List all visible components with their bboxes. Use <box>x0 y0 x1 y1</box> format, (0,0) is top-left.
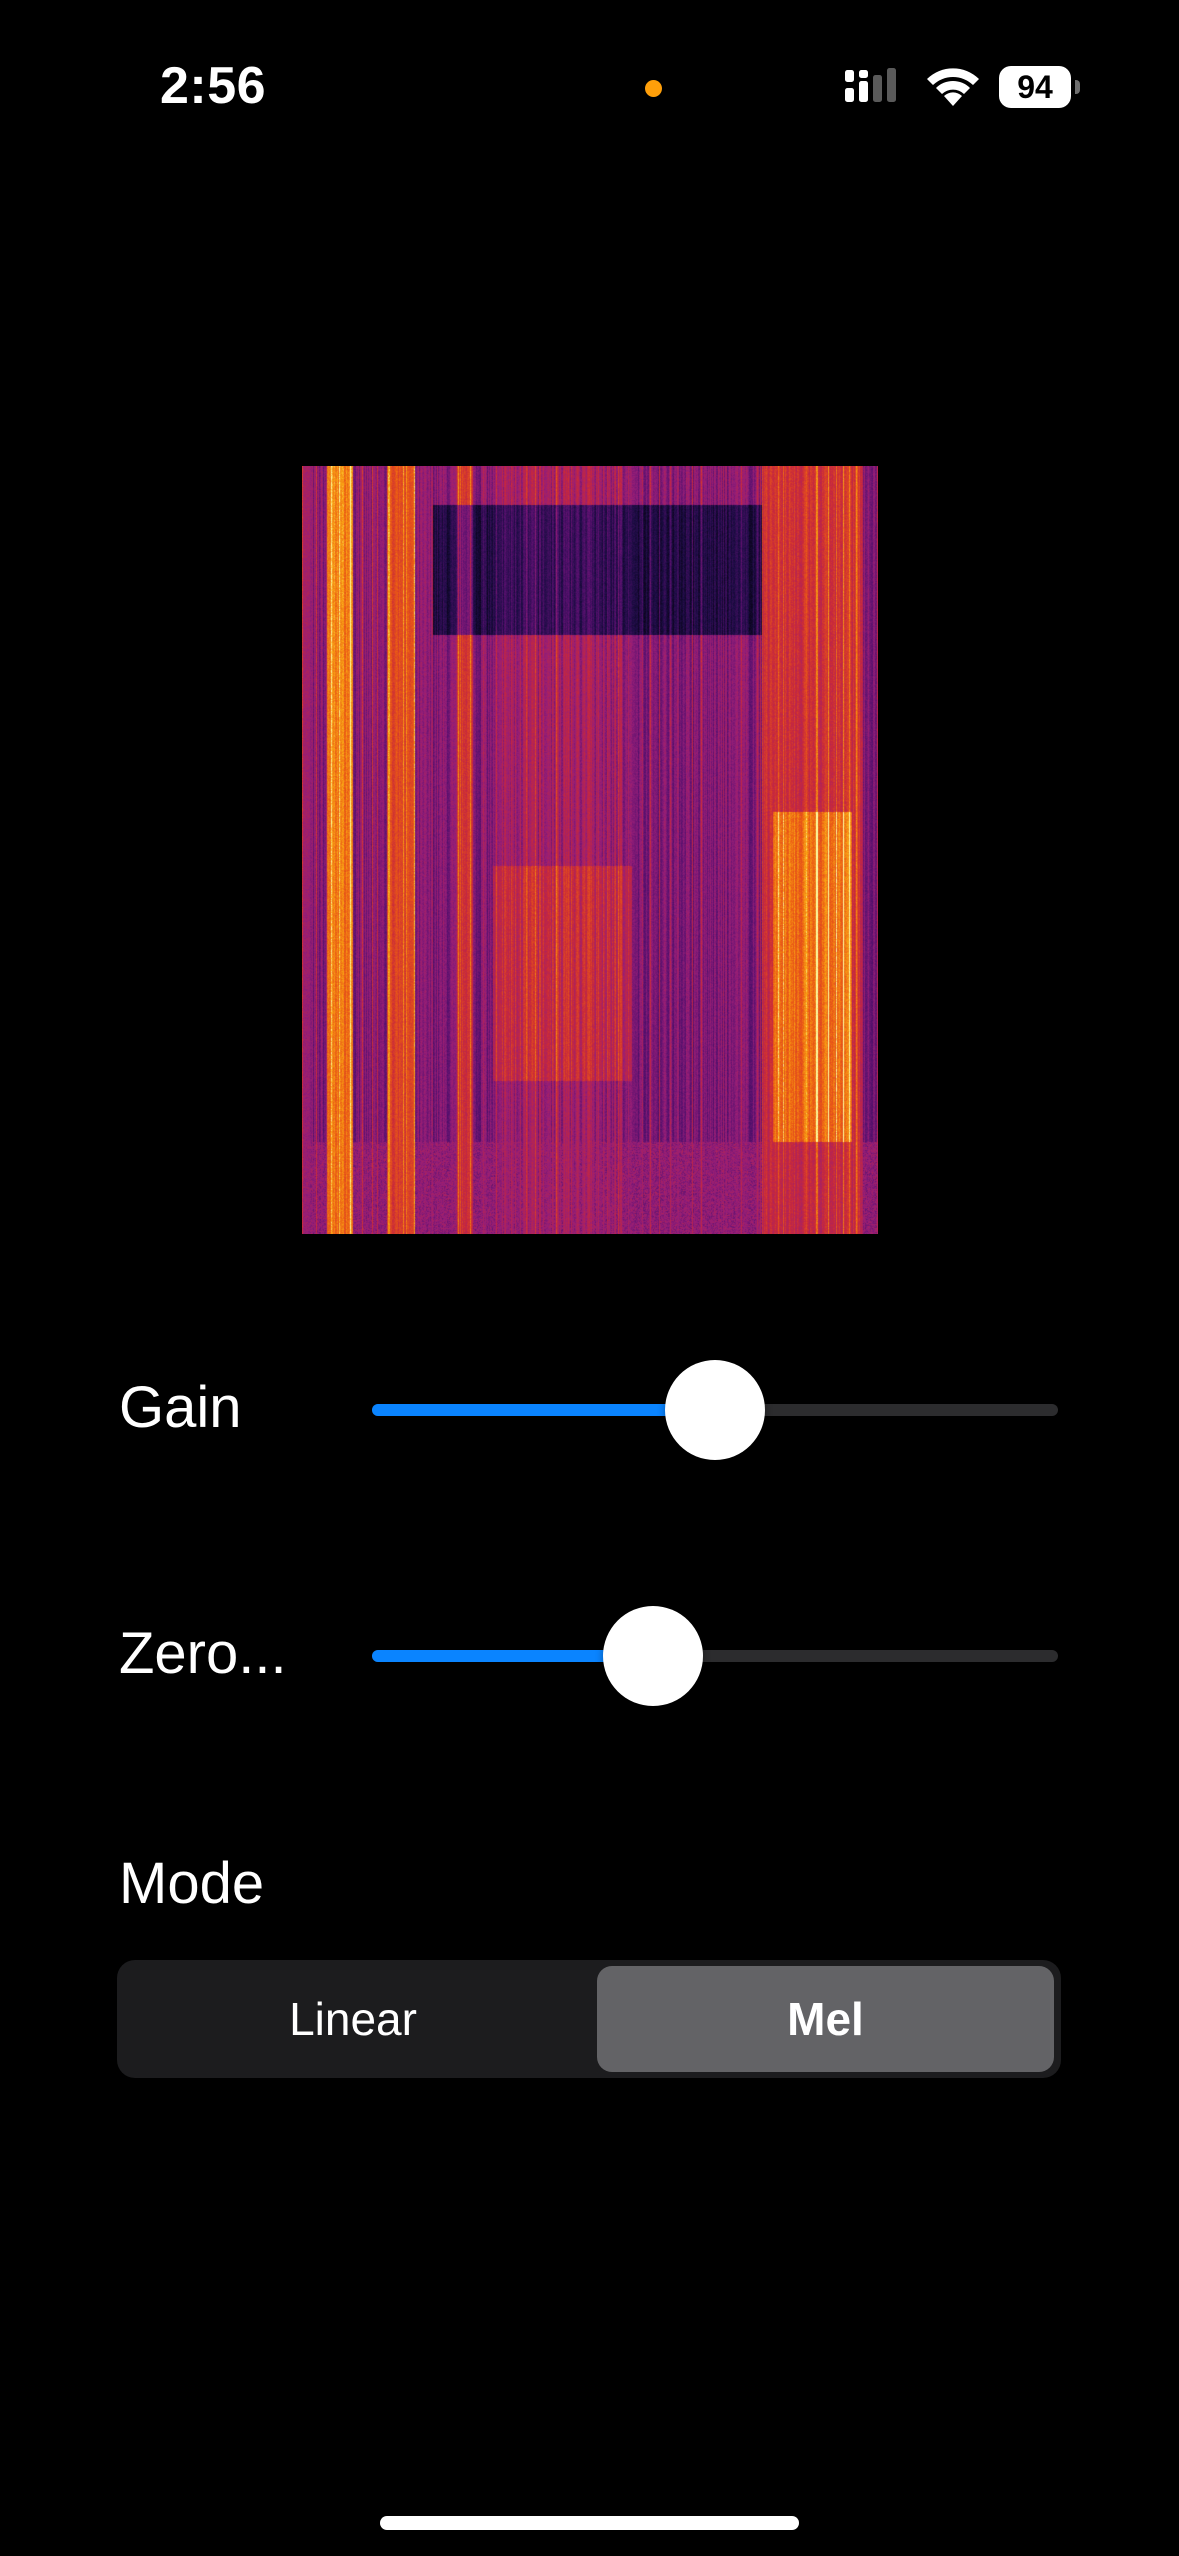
gain-slider[interactable] <box>372 1360 1058 1460</box>
gain-label: Gain <box>119 1375 242 1440</box>
wifi-icon <box>927 68 979 106</box>
status-time: 2:56 <box>160 57 267 115</box>
spectrogram-view <box>302 466 878 1234</box>
battery-icon: 94 <box>999 66 1080 108</box>
battery-percent: 94 <box>1017 69 1053 105</box>
zero-label: Zero... <box>119 1621 287 1686</box>
zero-slider-thumb[interactable] <box>603 1606 703 1706</box>
mode-label: Mode <box>119 1851 265 1916</box>
gain-slider-thumb[interactable] <box>665 1360 765 1460</box>
signal-icon <box>845 68 896 102</box>
mic-indicator-dot <box>645 80 662 97</box>
home-indicator[interactable] <box>380 2516 799 2530</box>
zero-slider[interactable] <box>372 1606 1058 1706</box>
mode-option-mel[interactable]: Mel <box>597 1966 1054 2072</box>
zero-slider-fill <box>372 1650 653 1662</box>
gain-slider-fill <box>372 1404 715 1416</box>
mode-segmented-control[interactable]: Linear Mel <box>117 1960 1061 2078</box>
mode-option-linear[interactable]: Linear <box>289 1993 417 2045</box>
